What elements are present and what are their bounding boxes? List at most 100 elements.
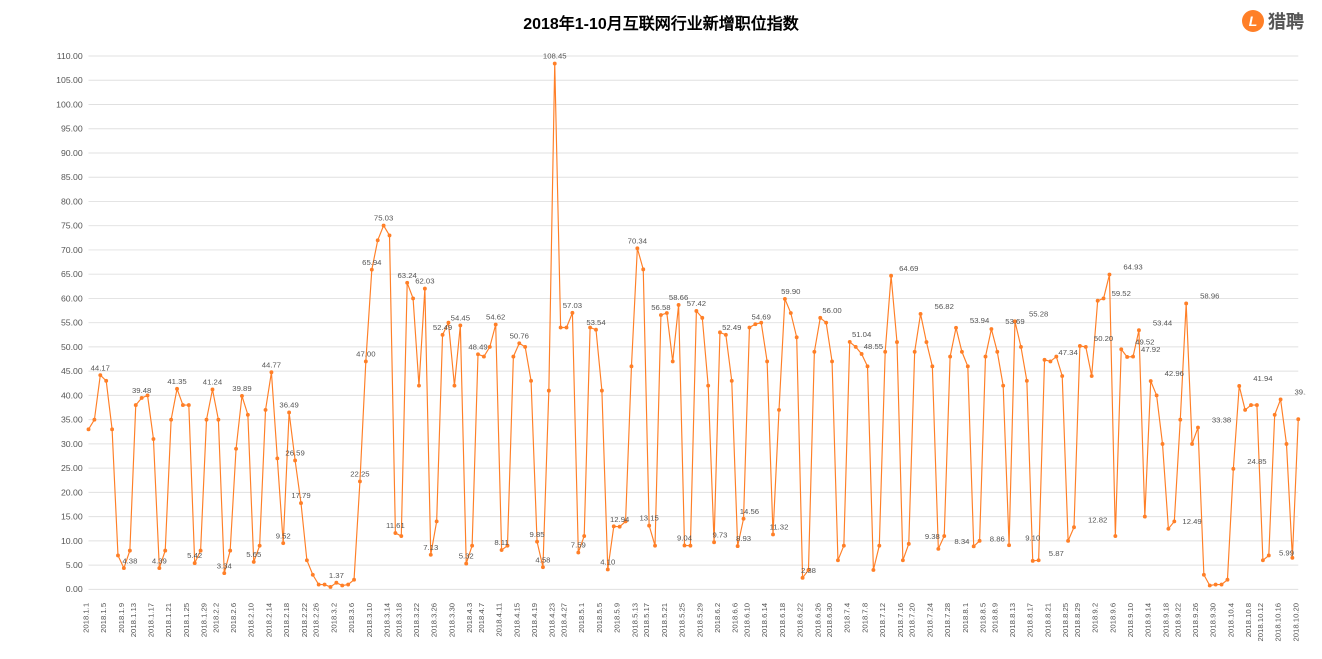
svg-text:2018.6.6: 2018.6.6 [731,603,740,633]
svg-text:45.00: 45.00 [61,366,83,376]
svg-text:2018.8.21: 2018.8.21 [1043,603,1052,637]
svg-text:9.52: 9.52 [276,531,291,540]
svg-text:2018.1.17: 2018.1.17 [146,603,155,637]
svg-text:2018.5.13: 2018.5.13 [630,603,639,637]
svg-text:2018.2.10: 2018.2.10 [247,603,256,637]
svg-text:2018.9.22: 2018.9.22 [1173,603,1182,637]
svg-text:11.61: 11.61 [386,521,405,530]
svg-text:2018.2.6: 2018.2.6 [229,603,238,633]
svg-text:65.00: 65.00 [61,269,83,279]
svg-text:2018.2.26: 2018.2.26 [312,603,321,637]
svg-text:70.00: 70.00 [61,245,83,255]
svg-text:22.25: 22.25 [350,470,369,479]
svg-text:4.38: 4.38 [122,556,137,565]
svg-text:2018.9.18: 2018.9.18 [1161,603,1170,637]
svg-text:85.00: 85.00 [61,172,83,182]
svg-text:30.00: 30.00 [61,439,83,449]
svg-text:35.00: 35.00 [61,415,83,425]
svg-text:20.00: 20.00 [61,487,83,497]
svg-text:2.38: 2.38 [801,566,816,575]
svg-text:2018.4.3: 2018.4.3 [465,603,474,633]
svg-text:50.00: 50.00 [61,342,83,352]
svg-text:2018.2.2: 2018.2.2 [211,603,220,633]
svg-text:9.38: 9.38 [925,532,940,541]
svg-text:2018.9.2: 2018.9.2 [1091,603,1100,633]
svg-text:8.11: 8.11 [494,538,508,547]
svg-text:12.49: 12.49 [1182,517,1201,526]
svg-text:9.85: 9.85 [530,530,545,539]
svg-text:2018.3.6: 2018.3.6 [347,603,356,633]
svg-text:2018.8.13: 2018.8.13 [1008,603,1017,637]
svg-text:5.42: 5.42 [187,551,202,560]
svg-text:2018.6.26: 2018.6.26 [813,603,822,637]
svg-text:56.58: 56.58 [651,303,670,312]
svg-text:2018.9.6: 2018.9.6 [1108,603,1117,633]
svg-text:41.24: 41.24 [203,378,223,387]
svg-text:64.93: 64.93 [1123,263,1142,272]
svg-text:2018.5.9: 2018.5.9 [613,603,622,633]
svg-text:53.54: 53.54 [586,318,606,327]
svg-text:2018.7.12: 2018.7.12 [878,603,887,637]
svg-text:5.00: 5.00 [66,560,83,570]
svg-text:2018.8.9: 2018.8.9 [990,603,999,633]
svg-text:40.00: 40.00 [61,390,83,400]
svg-text:65.94: 65.94 [362,258,382,267]
svg-text:57.42: 57.42 [687,299,706,308]
svg-text:47.00: 47.00 [356,350,375,359]
svg-text:2018.5.25: 2018.5.25 [678,603,687,637]
svg-text:57.03: 57.03 [563,301,582,310]
svg-text:2018.9.26: 2018.9.26 [1191,603,1200,637]
svg-text:4.39: 4.39 [152,556,167,565]
svg-text:39.89: 39.89 [232,384,251,393]
svg-text:2018.5.17: 2018.5.17 [642,603,651,637]
chart-container: 2018年1-10月互联网行业新增职位指数 L 猎聘 0.005.0010.00… [0,0,1322,659]
svg-text:108.45: 108.45 [543,52,567,61]
svg-text:2018.3.22: 2018.3.22 [412,603,421,637]
svg-text:52.49: 52.49 [433,323,452,332]
svg-text:110.00: 110.00 [57,51,83,61]
svg-text:2018.4.7: 2018.4.7 [477,603,486,633]
svg-text:52.49: 52.49 [722,323,741,332]
svg-text:55.00: 55.00 [61,318,83,328]
svg-text:2018.7.8: 2018.7.8 [861,603,870,633]
svg-text:9.73: 9.73 [712,530,727,539]
svg-text:2018.5.21: 2018.5.21 [660,603,669,637]
svg-text:2018.6.30: 2018.6.30 [825,603,834,637]
svg-text:2018.8.29: 2018.8.29 [1073,603,1082,637]
svg-text:7.13: 7.13 [423,543,438,552]
svg-text:55.28: 55.28 [1029,309,1048,318]
svg-text:2018.9.10: 2018.9.10 [1126,603,1135,637]
brand-logo: L 猎聘 [1242,8,1304,34]
svg-text:13.15: 13.15 [639,514,658,523]
svg-text:9.10: 9.10 [1025,533,1040,542]
svg-text:1.37: 1.37 [329,571,344,580]
svg-text:2018.3.18: 2018.3.18 [394,603,403,637]
chart-title: 2018年1-10月互联网行业新增职位指数 [0,10,1322,34]
svg-text:44.17: 44.17 [91,363,110,372]
svg-text:56.00: 56.00 [822,306,841,315]
svg-text:36.49: 36.49 [279,401,298,410]
svg-text:2018.8.25: 2018.8.25 [1061,603,1070,637]
svg-text:58.66: 58.66 [669,293,688,302]
svg-text:64.69: 64.69 [899,264,918,273]
svg-text:2018.1.13: 2018.1.13 [129,603,138,637]
svg-text:75.00: 75.00 [61,221,83,231]
svg-text:2018.9.30: 2018.9.30 [1209,603,1218,637]
svg-text:2018.7.20: 2018.7.20 [908,603,917,637]
svg-text:12.94: 12.94 [610,515,630,524]
svg-text:2018.1.9: 2018.1.9 [117,603,126,633]
svg-text:2018.6.10: 2018.6.10 [742,603,751,637]
line-chart-svg: 0.005.0010.0015.0020.0025.0030.0035.0040… [46,42,1306,642]
svg-text:44.77: 44.77 [262,360,281,369]
svg-text:105.00: 105.00 [56,75,83,85]
plot-area: 0.005.0010.0015.0020.0025.0030.0035.0040… [46,42,1306,602]
svg-text:54.69: 54.69 [752,312,771,321]
svg-text:2018.3.30: 2018.3.30 [447,603,456,637]
svg-text:48.49: 48.49 [468,342,487,351]
svg-text:2018.10.8: 2018.10.8 [1244,603,1253,637]
svg-text:2018.1.29: 2018.1.29 [199,603,208,637]
svg-text:8.86: 8.86 [990,535,1005,544]
svg-text:100.00: 100.00 [56,99,83,109]
svg-text:2018.2.22: 2018.2.22 [300,603,309,637]
svg-text:39.48: 39.48 [132,386,151,395]
